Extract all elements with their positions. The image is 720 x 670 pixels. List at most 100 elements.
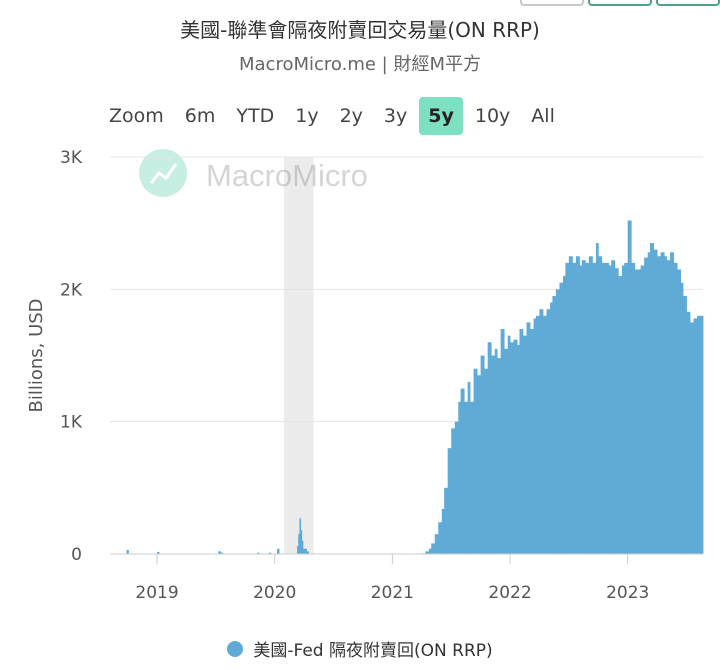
chart-bar	[473, 368, 478, 554]
chart-bar	[624, 262, 629, 554]
chart-bar	[451, 428, 456, 554]
shaded-region	[284, 157, 314, 554]
y-tick-label: 0	[71, 545, 82, 565]
chart-bar	[562, 276, 566, 554]
chart-bar	[542, 315, 547, 554]
chart-bar	[517, 344, 520, 554]
chart-bar	[464, 401, 469, 554]
chart-bar	[301, 540, 304, 554]
chart-bar	[438, 522, 443, 554]
chart-bar	[579, 265, 583, 554]
range-all[interactable]: All	[531, 105, 555, 127]
x-tick-label: 2022	[488, 583, 531, 603]
toolbar-button-left[interactable]	[520, 0, 584, 6]
chart-bar	[595, 243, 599, 554]
toolbar-button-right[interactable]	[656, 0, 720, 6]
chart-bar	[565, 262, 570, 554]
chart-bar	[484, 368, 489, 554]
range-1y[interactable]: 1y	[295, 105, 319, 127]
range-3y[interactable]: 3y	[383, 105, 408, 127]
chart-bar	[500, 329, 505, 554]
chart-bar	[454, 421, 459, 554]
chart-bar	[559, 282, 564, 554]
legend-marker	[227, 640, 244, 657]
chart-bar	[598, 256, 603, 554]
chart-bar	[664, 256, 667, 554]
range-2y[interactable]: 2y	[339, 105, 363, 127]
chart-bar	[650, 243, 654, 554]
chart-bar	[673, 262, 678, 554]
y-tick-label: 3K	[60, 148, 83, 168]
x-tick-label: 2019	[135, 583, 178, 603]
x-tick-label: 2020	[253, 583, 296, 603]
chart-bar	[677, 269, 682, 554]
chart-bar	[277, 548, 280, 554]
chart-bar	[298, 534, 300, 554]
chart-bar	[220, 552, 223, 554]
chart-bar	[497, 358, 502, 554]
chart-bar	[530, 329, 534, 554]
chart-bar	[513, 339, 518, 554]
chart-title: 美國-聯準會隔夜附賣回交易量(ON RRP)	[180, 18, 540, 42]
chart-bar	[592, 262, 597, 554]
chart-bar	[268, 552, 272, 554]
chart-bar	[299, 518, 302, 554]
chart-bar	[504, 348, 509, 554]
chart-bar	[539, 309, 544, 554]
y-axis-title: Billions, USD	[26, 298, 47, 412]
chart-bar	[575, 256, 580, 554]
chart-bar	[460, 388, 465, 554]
legend[interactable]: 美國-Fed 隔夜附賣回(ON RRP)	[0, 636, 720, 661]
chart-bar	[555, 289, 560, 554]
chart-bar	[218, 551, 221, 554]
chart-bar	[494, 348, 498, 554]
chart-bar	[682, 295, 687, 554]
chart-bar	[611, 260, 616, 554]
chart-bar	[550, 302, 553, 554]
chart-area: MacroMicro 0 1K 2K 3K Billions, USD 2019 2020 20…	[26, 148, 704, 603]
chart-bar	[428, 548, 432, 554]
chart-bar	[447, 448, 452, 554]
chart-bar	[257, 552, 260, 554]
chart-bar	[621, 265, 625, 554]
chart-bar	[670, 252, 674, 554]
chart-bar	[300, 530, 303, 554]
chart-bar	[653, 249, 658, 554]
chart-bar	[608, 265, 612, 554]
y-tick-label: 1K	[60, 413, 83, 433]
chart-bar	[480, 355, 485, 554]
chart-bar	[585, 262, 590, 554]
chart-bar	[666, 260, 671, 554]
chart-bar	[126, 550, 129, 554]
watermark-text: MacroMicro	[206, 158, 368, 193]
range-10y[interactable]: 10y	[474, 105, 511, 127]
y-tick-label: 2K	[60, 280, 83, 300]
chart-bar	[631, 262, 636, 554]
chart-bar	[637, 269, 642, 554]
range-ytd[interactable]: YTD	[236, 105, 275, 127]
chart-bar	[690, 322, 694, 554]
chart-bar	[660, 252, 665, 554]
chart-bar	[441, 509, 445, 554]
chart-bar	[634, 269, 638, 554]
chart-bar	[686, 311, 691, 554]
chart-bar	[693, 318, 698, 554]
chart-bar	[297, 546, 299, 554]
chart-bar	[644, 257, 649, 554]
chart-bar	[519, 329, 524, 554]
chart-bar	[588, 256, 593, 554]
chart-bar	[470, 401, 474, 554]
chart-bar	[510, 342, 514, 554]
chart-bar	[302, 548, 307, 554]
range-6m[interactable]: 6m	[184, 105, 216, 127]
chart-bar	[605, 262, 610, 554]
range-5y[interactable]: 5y	[419, 97, 463, 135]
chart-bar	[680, 282, 684, 554]
chart-bar	[444, 487, 449, 554]
x-tick-label: 2023	[606, 583, 649, 603]
chart-bar	[581, 260, 586, 554]
range-selector: Zoom 6m YTD 1y 2y 3y 5y 10y All	[100, 96, 567, 136]
chart-bar	[522, 335, 527, 554]
toolbar-button-middle[interactable]	[588, 0, 652, 6]
chart-bar	[618, 276, 623, 554]
